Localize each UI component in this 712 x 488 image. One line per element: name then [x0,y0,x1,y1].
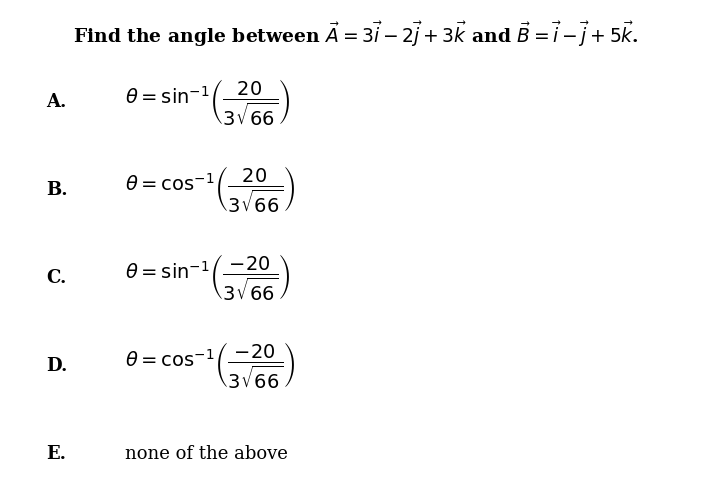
Text: Find the angle between $\vec{A} = 3\vec{i} - 2\vec{j} + 3\vec{k}$ and $\vec{B} =: Find the angle between $\vec{A} = 3\vec{… [73,20,639,49]
Text: $\theta = \sin^{-1}\!\left(\dfrac{20}{3\sqrt{66}}\right)$: $\theta = \sin^{-1}\!\left(\dfrac{20}{3\… [125,78,290,127]
Text: A.: A. [46,94,67,111]
Text: $\theta = \sin^{-1}\!\left(\dfrac{-20}{3\sqrt{66}}\right)$: $\theta = \sin^{-1}\!\left(\dfrac{-20}{3… [125,253,290,303]
Text: $\theta = \cos^{-1}\!\left(\dfrac{-20}{3\sqrt{66}}\right)$: $\theta = \cos^{-1}\!\left(\dfrac{-20}{3… [125,341,295,391]
Text: D.: D. [46,357,68,375]
Text: $\theta = \cos^{-1}\!\left(\dfrac{20}{3\sqrt{66}}\right)$: $\theta = \cos^{-1}\!\left(\dfrac{20}{3\… [125,165,295,215]
Text: B.: B. [46,182,68,199]
Text: E.: E. [46,445,66,463]
Text: none of the above: none of the above [125,445,288,463]
Text: C.: C. [46,269,67,287]
